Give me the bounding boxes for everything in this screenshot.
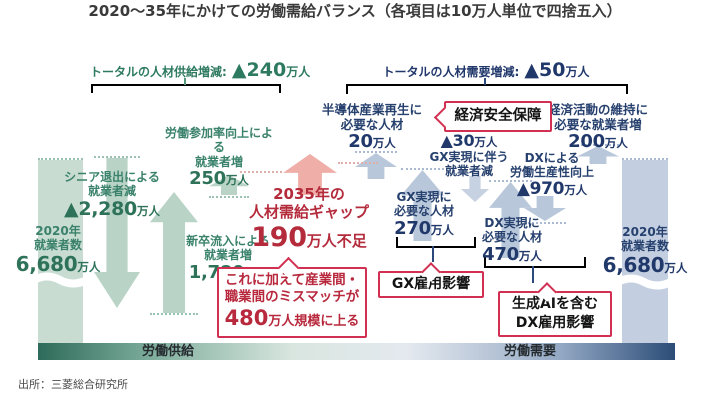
dotted-line [209,196,249,198]
gx-job-loss-value: ▲30 [440,131,475,150]
gap-unit: 万人不足 [306,232,367,250]
gx-talent-stat: GX実現に 必要な人材 270万人 [381,190,467,239]
dx-talent-stat: DX実現に 必要な人材 470万人 [468,216,556,265]
gx-job-loss-label: GX実現に伴う 就業者減 [429,149,509,178]
supply-demand-axis-bar [38,343,675,360]
economic-activity-unit: 万人 [604,136,628,150]
demand-total-prefix: トータルの人材需要増減: [382,65,520,79]
gx-job-loss-stat: ▲30万人 GX実現に伴う 就業者減 [424,132,514,178]
gx-talent-value: 270 [394,217,431,239]
participation-stat: 労働参加率向上による 就業者増 250万人 [160,126,278,189]
mismatch-value: 480 [224,305,269,330]
demand-total-value: ▲50 [524,59,566,81]
demand-2020-column [622,160,668,345]
dotted-line [240,171,282,173]
semiconductor-unit: 万人 [372,136,396,150]
supply-2020-value: 6,680 [15,251,78,276]
participation-value: 250 [189,168,226,190]
page-title: 2020〜35年にかけての労働需給バランス（各項目は10万人単位で四捨五入） [88,2,622,20]
source-note: 出所：三菱総合研究所 [18,378,128,391]
dx-productivity-value: ▲970 [516,178,565,199]
dx-talent-value: 470 [482,243,519,265]
gx-impact-box: GX雇用影響 [378,262,484,298]
gx-talent-label: GX実現に 必要な人材 [393,190,454,219]
supply-total-prefix: トータルの人材供給増減: [90,65,227,79]
demand-column-wave [616,274,673,290]
demand-bracket-stem [484,78,486,85]
supply-2020-unit: 万人 [77,259,101,274]
dotted-line [150,313,198,315]
semiconductor-value: 20 [348,131,373,152]
participation-unit: 万人 [225,173,249,188]
dx-impact-label: 生成AIを含む DX雇用影響 [511,296,599,331]
economic-security-label: 経済安全保障 [454,108,542,124]
gap-heading-text: 2035年の 人材需給ギャップ [248,185,369,221]
gx-impact-stem [432,246,434,262]
dotted-line [489,180,532,182]
economic-activity-stat: 経済活動の維持に 必要な就業者増 200万人 [547,102,649,152]
supply-column-wave [32,272,89,288]
supply-bracket-stem [184,78,186,85]
supply-total-label: トータルの人材供給増減: ▲240万人 [90,59,310,81]
supply-bracket [91,84,281,93]
semiconductor-arrow-up [355,153,397,179]
gx-talent-unit: 万人 [430,222,454,237]
semiconductor-label: 半導体産業再生に 必要な人材 [321,102,422,132]
new-graduates-label: 新卒流入による 就業者増 [186,234,270,263]
dx-productivity-unit: 万人 [564,182,588,197]
gx-impact-bracket [396,237,476,248]
dotted-line [622,158,668,160]
demand-bracket [346,84,628,94]
axis-label-demand: 労働需要 [503,344,556,359]
dx-productivity-stat: DXによる 労働生産性向上 ▲970万人 [510,151,594,198]
gx-impact-label: GX雇用影響 [391,276,471,292]
demand-total-label: トータルの人材需要増減: ▲50万人 [345,59,627,81]
supply-2020-label: 2020年 就業者数 [33,224,82,253]
dx-impact-stem [532,266,534,283]
senior-exit-value: ▲2,280 [64,197,137,220]
supply-2020-stat: 2020年 就業者数 6,680万人 [10,224,106,275]
demand-2020-label: 2020年 就業者数 [620,225,669,254]
mismatch-unit: 万人規模に上る [268,313,360,329]
demand-2020-stat: 2020年 就業者数 6,680万人 [598,225,692,276]
dotted-line [577,144,619,146]
dotted-line [524,222,566,224]
senior-exit-stat: シニア退出による 就業者減 ▲2,280万人 [54,170,170,220]
dotted-line [401,168,444,170]
axis-label-supply: 労働供給 [141,344,194,359]
senior-exit-unit: 万人 [136,203,160,218]
dotted-line [338,162,378,164]
dx-talent-label: DX実現に 必要な人材 [481,216,542,245]
supply-total-value: ▲240 [231,59,287,81]
participation-label: 労働参加率向上による 就業者増 [164,126,273,169]
supply-2020-column [38,160,83,345]
demand-2020-unit: 万人 [664,260,688,275]
demand-2020-value: 6,680 [602,252,665,277]
dx-productivity-label: DXによる 労働生産性向上 [510,151,595,180]
dx-impact-bracket [484,257,586,268]
mismatch-callout-box: これに加えて産業間・ 職業間のミスマッチが 480万人規模に上る [217,256,367,338]
gap-heading: 2035年の 人材需給ギャップ 190万人不足 [233,185,385,253]
dotted-line [38,158,83,160]
senior-exit-label: シニア退出による 就業者減 [64,170,160,199]
demand-total-unit: 万人 [565,65,590,79]
economic-activity-value: 200 [568,131,605,152]
dx-talent-unit: 万人 [518,248,542,263]
semiconductor-stat: 半導体産業再生に 必要な人材 20万人 [314,102,430,152]
gap-value: 190 [251,222,307,253]
dotted-line [94,156,140,158]
mismatch-text: これに加えて産業間・ 職業間のミスマッチが [224,272,360,305]
economic-security-box: 経済安全保障 [433,101,552,132]
dotted-line [355,151,397,153]
dx-impact-box: 生成AIを含む DX雇用影響 [498,282,612,337]
supply-total-unit: 万人 [286,65,311,79]
gx-job-loss-unit: 万人 [474,135,498,149]
economic-activity-label: 経済活動の維持に 必要な就業者増 [547,102,648,132]
